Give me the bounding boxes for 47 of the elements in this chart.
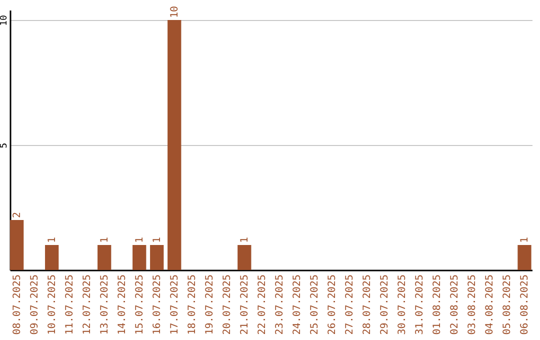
- bar: [168, 20, 182, 270]
- bar: [238, 245, 252, 270]
- x-tick-label: 23.07.2025: [274, 274, 286, 335]
- bar: [45, 245, 59, 270]
- x-tick-label: 08.07.2025: [12, 274, 23, 335]
- x-tick-label: 02.08.2025: [449, 274, 460, 335]
- data-label: 10: [169, 6, 180, 18]
- x-tick-label: 27.07.2025: [344, 274, 356, 335]
- x-tick-label: 13.07.2025: [99, 274, 110, 335]
- x-tick-label: 04.08.2025: [484, 274, 496, 335]
- x-tick-label: 09.07.2025: [29, 274, 40, 335]
- x-tick-label: 05.08.2025: [502, 274, 513, 335]
- bar: [518, 245, 532, 270]
- x-tick-label: 14.07.2025: [116, 274, 128, 335]
- bar: [98, 245, 112, 270]
- data-label: 1: [152, 236, 163, 243]
- bar: [10, 220, 24, 270]
- data-label: 1: [46, 236, 58, 243]
- x-tick-label: 17.07.2025: [169, 274, 180, 335]
- data-label: 1: [519, 236, 530, 243]
- x-tick-label: 20.07.2025: [222, 274, 233, 335]
- x-tick-label: 19.07.2025: [204, 274, 216, 335]
- x-tick-label: 24.07.2025: [292, 274, 303, 335]
- x-tick-label: 11.07.2025: [64, 274, 76, 335]
- y-tick-label: 5: [0, 142, 10, 148]
- x-tick-label: 12.07.2025: [82, 274, 93, 335]
- data-label: 2: [12, 212, 23, 218]
- data-label: 1: [134, 236, 146, 243]
- data-label: 1: [99, 236, 110, 243]
- x-tick-label: 03.08.2025: [466, 274, 478, 335]
- x-tick-label: 10.07.2025: [46, 274, 58, 335]
- x-tick-label: 15.07.2025: [134, 274, 146, 335]
- x-tick-label: 21.07.2025: [239, 274, 250, 335]
- x-tick-label: 25.07.2025: [309, 274, 320, 335]
- x-tick-label: 28.07.2025: [362, 274, 373, 335]
- bar: [150, 245, 164, 270]
- x-tick-label: 18.07.2025: [186, 274, 198, 335]
- x-tick-label: 30.07.2025: [396, 274, 408, 335]
- x-tick-label: 22.07.2025: [256, 274, 268, 335]
- x-tick-label: 01.08.2025: [432, 274, 443, 335]
- bar: [132, 245, 146, 270]
- x-tick-label: 06.08.2025: [519, 274, 530, 335]
- x-tick-label: 29.07.2025: [379, 274, 390, 335]
- x-tick-label: 16.07.2025: [152, 274, 163, 335]
- x-tick-label: 26.07.2025: [326, 274, 338, 335]
- x-tick-label: 31.07.2025: [414, 274, 426, 335]
- data-label: 1: [239, 236, 250, 243]
